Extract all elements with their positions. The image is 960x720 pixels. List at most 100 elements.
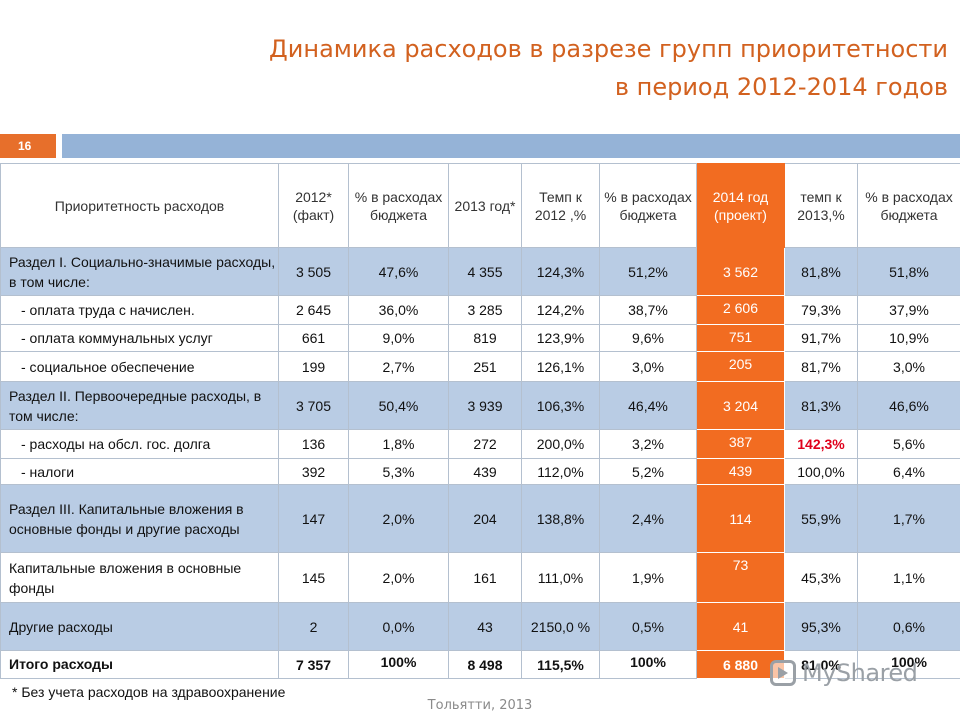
cell-2012: 147 <box>278 484 349 553</box>
row-name: Раздел III. Капитальные вложения в основ… <box>0 484 279 553</box>
table-row: Капитальные вложения в основные фонды 14… <box>0 552 960 603</box>
header-2014-project: 2014 год (проект) <box>696 163 785 248</box>
cell-growth-2014: 91,7% <box>784 324 858 352</box>
cell-2014: 387 <box>696 429 785 459</box>
cell-share-2013: 38,7% <box>599 295 697 325</box>
header-2013: 2013 год* <box>448 163 522 248</box>
cell-share-2013: 3,0% <box>599 351 697 382</box>
row-name: - расходы на обсл. гос. долга <box>0 429 279 459</box>
cell-share-2014: 6,4% <box>857 458 960 485</box>
header-growth-2013: Темп к 2012 ,% <box>521 163 600 248</box>
cell-share-2013: 100% <box>599 650 697 679</box>
cell-share-2012: 1,8% <box>348 429 449 459</box>
cell-share-2013: 51,2% <box>599 247 697 296</box>
cell-growth-2014: 55,9% <box>784 484 858 553</box>
cell-2012: 2 645 <box>278 295 349 325</box>
table-row: - налоги 392 5,3% 439 112,0% 5,2% 439 10… <box>0 458 960 485</box>
row-name: - социальное обеспечение <box>0 351 279 382</box>
table-row: - оплата коммунальных услуг 661 9,0% 819… <box>0 324 960 352</box>
cell-share-2012: 9,0% <box>348 324 449 352</box>
cell-2012: 392 <box>278 458 349 485</box>
cell-growth-2013: 2150,0 % <box>521 602 600 651</box>
cell-share-2014: 3,0% <box>857 351 960 382</box>
header-share-2012: % в расходах бюджета <box>348 163 449 248</box>
table-row: - расходы на обсл. гос. долга 136 1,8% 2… <box>0 429 960 459</box>
cell-2014: 114 <box>696 484 785 553</box>
cell-share-2013: 3,2% <box>599 429 697 459</box>
cell-growth-2014: 81,8% <box>784 247 858 296</box>
row-name: Другие расходы <box>0 602 279 651</box>
cell-share-2014: 100% <box>857 650 960 679</box>
table-row: Раздел II. Первоочередные расходы, в том… <box>0 381 960 430</box>
table-row: - социальное обеспечение 199 2,7% 251 12… <box>0 351 960 382</box>
cell-2014: 2 606 <box>696 295 785 325</box>
row-name: - оплата коммунальных услуг <box>0 324 279 352</box>
table-row: Раздел III. Капитальные вложения в основ… <box>0 484 960 553</box>
cell-2014: 3 562 <box>696 247 785 296</box>
cell-share-2012: 2,7% <box>348 351 449 382</box>
cell-2012: 3 705 <box>278 381 349 430</box>
cell-share-2013: 46,4% <box>599 381 697 430</box>
cell-growth-2013: 126,1% <box>521 351 600 382</box>
cell-share-2014: 5,6% <box>857 429 960 459</box>
city-year-caption: Тольятти, 2013 <box>427 698 533 713</box>
cell-share-2014: 51,8% <box>857 247 960 296</box>
cell-2013: 251 <box>448 351 522 382</box>
cell-growth-2014: 79,3% <box>784 295 858 325</box>
row-name: - налоги <box>0 458 279 485</box>
table-row: - оплата труда с начислен. 2 645 36,0% 3… <box>0 295 960 325</box>
cell-share-2014: 37,9% <box>857 295 960 325</box>
header-share-2014: % в расходах бюджета <box>857 163 960 248</box>
cell-share-2012: 5,3% <box>348 458 449 485</box>
cell-growth-2014-highlight: 142,3% <box>784 429 858 459</box>
table-row-total: Итого расходы 7 357 100% 8 498 115,5% 10… <box>0 650 960 679</box>
cell-2012: 199 <box>278 351 349 382</box>
cell-share-2014: 46,6% <box>857 381 960 430</box>
cell-growth-2013: 124,2% <box>521 295 600 325</box>
cell-growth-2014: 95,3% <box>784 602 858 651</box>
cell-share-2013: 5,2% <box>599 458 697 485</box>
play-icon <box>770 660 796 686</box>
cell-2014: 3 204 <box>696 381 785 430</box>
cell-2013: 3 285 <box>448 295 522 325</box>
cell-growth-2014: 100,0% <box>784 458 858 485</box>
cell-2012: 136 <box>278 429 349 459</box>
table-row: Раздел I. Социально-значимые расходы, в … <box>0 247 960 296</box>
cell-share-2013: 2,4% <box>599 484 697 553</box>
header-2012: 2012* (факт) <box>278 163 349 248</box>
cell-share-2012: 100% <box>348 650 449 679</box>
cell-share-2012: 47,6% <box>348 247 449 296</box>
cell-2013: 272 <box>448 429 522 459</box>
cell-growth-2013: 124,3% <box>521 247 600 296</box>
header-divider-bar <box>62 134 960 158</box>
cell-share-2013: 1,9% <box>599 552 697 603</box>
table-row: Другие расходы 2 0,0% 43 2150,0 % 0,5% 4… <box>0 602 960 651</box>
page-number: 16 <box>0 134 56 158</box>
footnote: * Без учета расходов на здравоохранение <box>12 684 286 700</box>
cell-share-2013: 0,5% <box>599 602 697 651</box>
cell-2013: 4 355 <box>448 247 522 296</box>
cell-2012: 3 505 <box>278 247 349 296</box>
cell-growth-2014: 81,0% <box>784 650 858 679</box>
watermark: MyShared <box>770 656 918 690</box>
cell-growth-2013: 123,9% <box>521 324 600 352</box>
row-name: Капитальные вложения в основные фонды <box>0 552 279 603</box>
cell-2012: 145 <box>278 552 349 603</box>
cell-growth-2013: 115,5% <box>521 650 600 679</box>
cell-share-2012: 2,0% <box>348 552 449 603</box>
cell-growth-2013: 106,3% <box>521 381 600 430</box>
cell-growth-2014: 81,7% <box>784 351 858 382</box>
cell-2014: 41 <box>696 602 785 651</box>
cell-2013: 3 939 <box>448 381 522 430</box>
row-name: - оплата труда с начислен. <box>0 295 279 325</box>
cell-growth-2014: 45,3% <box>784 552 858 603</box>
row-name: Раздел II. Первоочередные расходы, в том… <box>0 381 279 430</box>
cell-growth-2014: 81,3% <box>784 381 858 430</box>
slide-title-line-1: Динамика расходов в разрезе групп приори… <box>269 35 948 63</box>
cell-2014: 205 <box>696 351 785 382</box>
cell-growth-2013: 111,0% <box>521 552 600 603</box>
cell-growth-2013: 138,8% <box>521 484 600 553</box>
cell-growth-2013: 112,0% <box>521 458 600 485</box>
header-growth-2014: темп к 2013,% <box>784 163 858 248</box>
cell-share-2014: 10,9% <box>857 324 960 352</box>
